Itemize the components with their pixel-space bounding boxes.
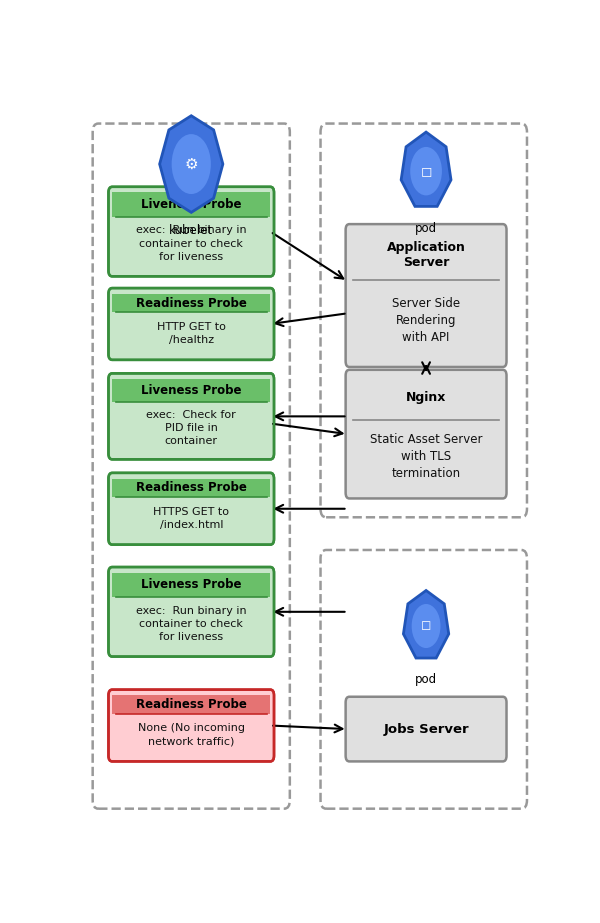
FancyBboxPatch shape xyxy=(320,550,527,809)
Text: Static Asset Server
with TLS
termination: Static Asset Server with TLS termination xyxy=(370,433,482,480)
Polygon shape xyxy=(403,591,449,658)
Text: pod: pod xyxy=(415,222,437,234)
FancyBboxPatch shape xyxy=(109,186,274,276)
Text: Application
Server: Application Server xyxy=(386,241,466,269)
Bar xyxy=(112,294,271,313)
Circle shape xyxy=(412,604,440,648)
FancyBboxPatch shape xyxy=(346,224,506,367)
Text: Liveness Probe: Liveness Probe xyxy=(141,198,241,211)
Bar xyxy=(112,572,271,597)
Text: ◻: ◻ xyxy=(421,164,432,178)
Circle shape xyxy=(172,134,211,194)
FancyBboxPatch shape xyxy=(109,689,274,761)
Text: exec:  Check for
PID file in
container: exec: Check for PID file in container xyxy=(146,410,236,446)
Text: Readiness Probe: Readiness Probe xyxy=(136,482,247,495)
FancyBboxPatch shape xyxy=(346,370,506,498)
Polygon shape xyxy=(160,115,223,212)
FancyBboxPatch shape xyxy=(346,697,506,761)
FancyBboxPatch shape xyxy=(109,374,274,460)
Text: ◻: ◻ xyxy=(421,619,431,632)
Text: exec:  Run binary in
container to check
for liveness: exec: Run binary in container to check f… xyxy=(136,225,247,262)
Bar xyxy=(112,478,271,497)
FancyBboxPatch shape xyxy=(109,567,274,656)
Text: exec:  Run binary in
container to check
for liveness: exec: Run binary in container to check f… xyxy=(136,605,247,642)
Text: pod: pod xyxy=(415,673,437,686)
Polygon shape xyxy=(401,132,451,207)
FancyBboxPatch shape xyxy=(109,288,274,360)
Text: Liveness Probe: Liveness Probe xyxy=(141,384,241,397)
Text: Liveness Probe: Liveness Probe xyxy=(141,579,241,592)
Text: None (No incoming
network traffic): None (No incoming network traffic) xyxy=(138,724,245,747)
FancyBboxPatch shape xyxy=(320,124,527,517)
FancyBboxPatch shape xyxy=(92,124,290,809)
Circle shape xyxy=(410,147,442,196)
Text: HTTPS GET to
/index.html: HTTPS GET to /index.html xyxy=(153,507,229,530)
Bar xyxy=(112,193,271,217)
Text: Readiness Probe: Readiness Probe xyxy=(136,296,247,309)
Text: Nginx: Nginx xyxy=(406,391,446,404)
Text: Server Side
Rendering
with API: Server Side Rendering with API xyxy=(392,297,460,344)
Text: kubelet: kubelet xyxy=(169,223,214,237)
Text: Readiness Probe: Readiness Probe xyxy=(136,698,247,712)
Bar xyxy=(112,379,271,402)
FancyBboxPatch shape xyxy=(109,473,274,545)
Text: HTTP GET to
/healthz: HTTP GET to /healthz xyxy=(157,322,226,345)
Text: ⚙: ⚙ xyxy=(184,157,198,172)
Text: Jobs Server: Jobs Server xyxy=(383,723,469,736)
Bar xyxy=(112,695,271,714)
